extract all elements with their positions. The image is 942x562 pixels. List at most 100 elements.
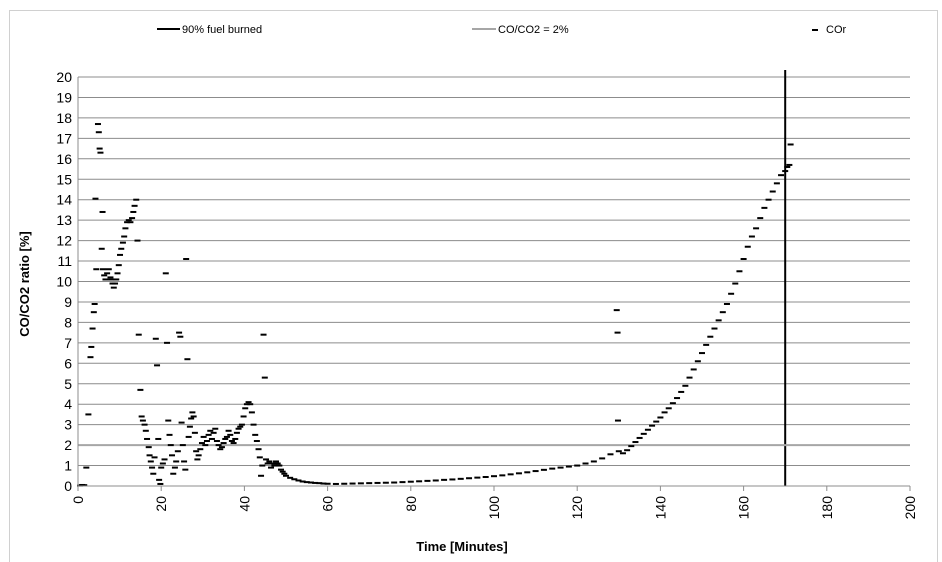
cor-marker: [155, 437, 162, 440]
y-tick-label: 19: [56, 89, 72, 105]
cor-marker: [181, 460, 188, 463]
axes: [77, 77, 911, 491]
cor-marker: [636, 436, 643, 439]
cor-marker: [699, 352, 705, 355]
y-tick-label: 14: [56, 192, 72, 208]
cor-marker: [114, 272, 121, 275]
x-tick-label: 20: [153, 496, 169, 512]
cor-marker: [614, 331, 621, 334]
cor-marker: [614, 419, 621, 422]
cor-marker: [191, 431, 198, 434]
cor-marker: [247, 403, 254, 406]
cor-marker: [205, 433, 212, 436]
x-tick-label: 160: [736, 496, 752, 520]
cor-marker: [105, 268, 112, 271]
cor-marker: [778, 174, 785, 177]
cor-marker: [264, 462, 271, 465]
x-tick-label: 180: [819, 496, 835, 520]
cor-marker: [273, 460, 280, 463]
x-tick-label: 100: [486, 496, 502, 520]
cor-marker: [466, 477, 473, 480]
cor-marker: [151, 456, 158, 459]
cor-marker: [678, 390, 685, 393]
cor-marker: [193, 450, 200, 453]
cor-marker: [263, 458, 270, 461]
cor-marker: [185, 435, 192, 438]
cor-marker: [341, 482, 348, 485]
cor-marker: [260, 333, 267, 336]
cor-marker: [169, 454, 176, 457]
cor-marker: [208, 437, 215, 440]
cor-marker: [177, 335, 184, 338]
x-tick-label: 140: [652, 496, 668, 520]
cor-marker: [424, 479, 431, 482]
cor-marker: [441, 478, 448, 481]
cor-marker: [457, 477, 464, 480]
cor-marker: [176, 331, 183, 334]
cor-marker: [590, 460, 597, 463]
cor-marker: [728, 292, 735, 295]
cor-marker: [657, 416, 664, 419]
cor-marker: [258, 474, 265, 477]
cor-marker: [107, 276, 114, 279]
cor-marker: [217, 448, 224, 451]
cor-marker: [222, 437, 229, 440]
cor-marker: [98, 247, 105, 250]
cor-marker: [276, 464, 283, 467]
cor-marker: [104, 272, 111, 275]
cor-marker: [287, 476, 294, 479]
y-tick-label: 1: [64, 458, 72, 474]
cor-marker: [127, 221, 134, 224]
cor-marker: [474, 476, 481, 479]
cor-marker: [135, 333, 142, 336]
cor-marker: [565, 465, 572, 468]
x-axis-title: Time [Minutes]: [416, 539, 508, 554]
cor-marker: [87, 356, 94, 359]
y-tick-label: 16: [56, 151, 72, 167]
x-tick-label: 80: [403, 496, 419, 512]
cor-marker: [540, 468, 547, 471]
cor-marker: [740, 258, 747, 261]
cor-marker: [154, 364, 161, 367]
cor-marker: [268, 466, 275, 469]
cor-marker: [736, 270, 743, 273]
cor-marker: [269, 462, 276, 465]
cor-marker: [223, 435, 230, 438]
cor-marker: [769, 190, 776, 193]
cor-marker: [162, 272, 169, 275]
cor-marker: [166, 433, 173, 436]
cor-marker: [599, 457, 606, 460]
cor-marker: [649, 424, 656, 427]
cor-marker: [164, 341, 171, 344]
legend: 90% fuel burned CO/CO2 = 2% COr: [157, 24, 847, 36]
cor-marker: [482, 476, 489, 479]
cor-marker: [96, 147, 103, 150]
cor-marker: [95, 131, 102, 134]
cor-marker: [117, 253, 124, 256]
cor-marker: [174, 450, 181, 453]
cor-marker: [94, 123, 101, 126]
y-tick-label: 10: [56, 274, 72, 290]
cor-marker: [748, 235, 755, 238]
x-tick-label: 200: [902, 496, 918, 520]
x-tick-labels: 0 20 40 60 80 100 120 140 160 180 200: [70, 496, 918, 520]
cor-marker: [225, 429, 232, 432]
cor-marker: [281, 472, 288, 475]
cor-marker: [183, 258, 190, 261]
cor-marker: [90, 311, 97, 314]
cor-marker: [124, 221, 131, 224]
x-tick-label: 60: [320, 496, 336, 512]
y-tick-label: 6: [64, 355, 72, 371]
cor-marker: [674, 397, 681, 400]
y-tick-label: 9: [64, 294, 72, 310]
cor-marker: [210, 431, 217, 434]
cor-markers: [77, 123, 794, 487]
cor-marker: [186, 425, 193, 428]
cor-marker: [416, 480, 423, 483]
cor-marker: [179, 444, 186, 447]
cor-marker: [170, 472, 177, 475]
y-tick-label: 11: [57, 253, 72, 269]
cor-marker: [195, 454, 202, 457]
